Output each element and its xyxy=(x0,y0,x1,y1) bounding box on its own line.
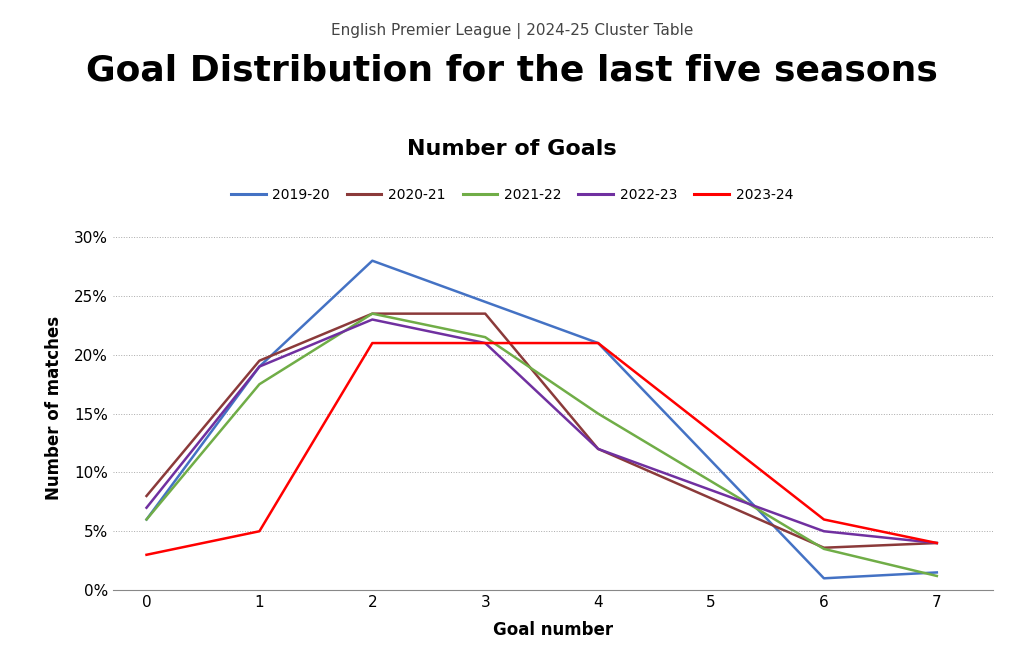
Text: Goal Distribution for the last five seasons: Goal Distribution for the last five seas… xyxy=(86,53,938,87)
X-axis label: Goal number: Goal number xyxy=(493,621,613,639)
Text: Number of Goals: Number of Goals xyxy=(408,139,616,159)
Y-axis label: Number of matches: Number of matches xyxy=(45,316,62,500)
Text: English Premier League | 2024-25 Cluster Table: English Premier League | 2024-25 Cluster… xyxy=(331,23,693,39)
Legend: 2019-20, 2020-21, 2021-22, 2022-23, 2023-24: 2019-20, 2020-21, 2021-22, 2022-23, 2023… xyxy=(225,182,799,208)
